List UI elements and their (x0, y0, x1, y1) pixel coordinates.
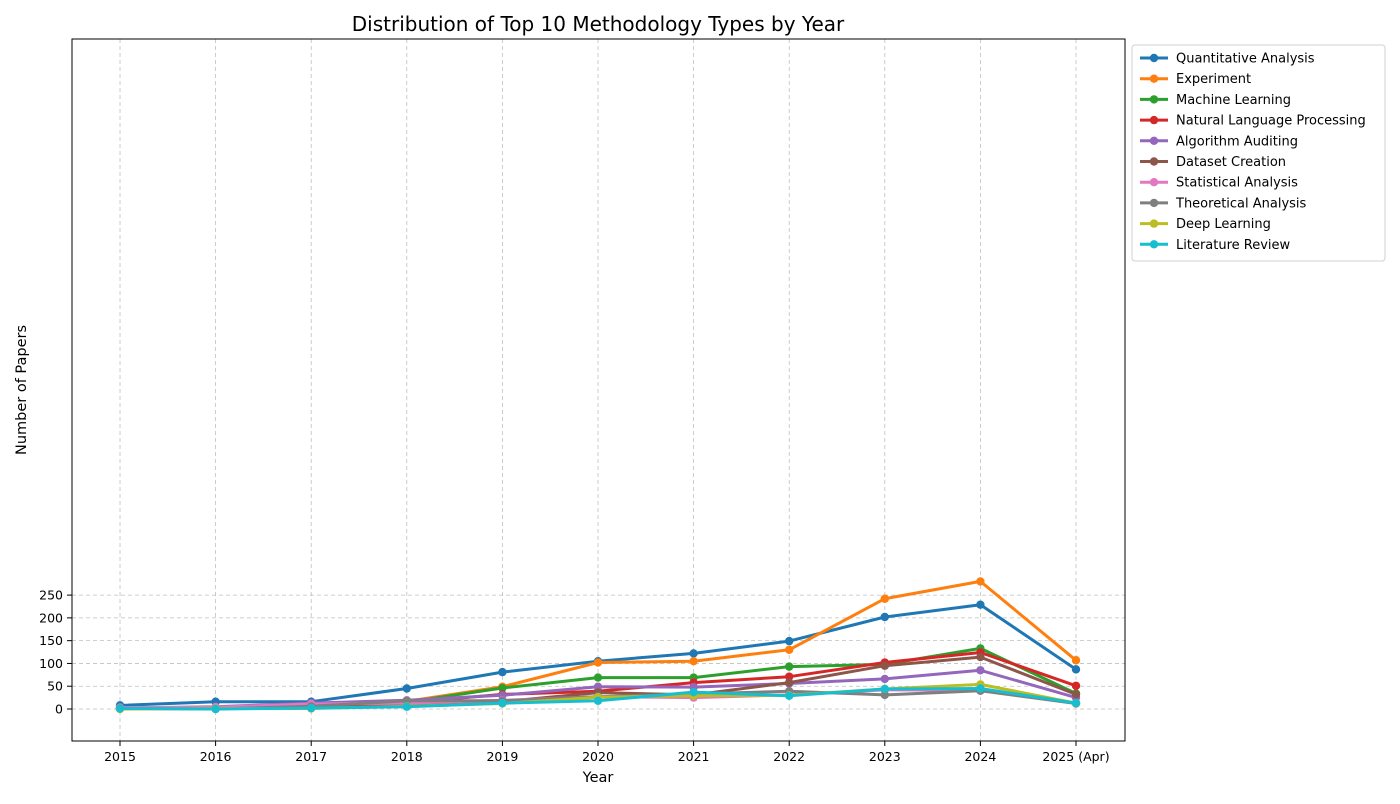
legend-swatch-marker (1149, 115, 1159, 125)
legend-label: Theoretical Analysis (1175, 196, 1307, 211)
data-point (1071, 665, 1081, 674)
legend-swatch-marker (1149, 95, 1159, 104)
data-point (976, 577, 985, 586)
data-point (880, 594, 889, 603)
y-axis: 0 50 100 150 200 250 (39, 588, 72, 717)
x-tick-label: 2021 (678, 749, 710, 764)
data-point (1071, 656, 1081, 665)
data-point (976, 600, 985, 609)
data-point (785, 672, 794, 681)
data-point (880, 690, 889, 700)
legend-swatch-marker (1149, 178, 1159, 187)
y-tick-label: 100 (39, 656, 63, 671)
plot-frame (71, 38, 1126, 742)
x-tick-label: 2018 (391, 749, 423, 764)
legend-label: Literature Review (1176, 238, 1291, 253)
data-point (1071, 698, 1081, 708)
x-tick-label: 2019 (486, 749, 518, 764)
data-point (402, 684, 411, 693)
legend-label: Natural Language Processing (1176, 114, 1366, 129)
legend-item: Quantitative Analysis (1140, 52, 1315, 67)
y-tick-label: 0 (55, 702, 63, 717)
x-tick-label: 2022 (773, 749, 805, 764)
legend-swatch-marker (1149, 74, 1159, 83)
data-point (498, 683, 507, 693)
legend-item: Literature Review (1140, 238, 1291, 253)
chart-title: Distribution of Top 10 Methodology Types… (352, 12, 845, 36)
x-tick-label: 2017 (295, 749, 327, 764)
data-point (976, 652, 985, 662)
grid (72, 39, 1125, 741)
legend-item: Natural Language Processing (1140, 114, 1366, 129)
y-tick-label: 250 (39, 588, 63, 603)
data-point (307, 703, 316, 713)
series-literature-review (115, 684, 1081, 714)
legend-label: Deep Learning (1176, 217, 1271, 232)
data-point (785, 662, 794, 671)
y-axis-label: Number of Papers (14, 325, 30, 455)
data-point (880, 661, 889, 670)
legend-label: Dataset Creation (1176, 155, 1286, 170)
legend-swatch-marker (1149, 219, 1159, 228)
data-point (593, 696, 603, 705)
y-tick-label: 150 (39, 633, 63, 648)
data-point (115, 704, 125, 713)
legend-label: Algorithm Auditing (1176, 134, 1298, 149)
legend-label: Statistical Analysis (1176, 176, 1298, 191)
data-point (1071, 690, 1081, 699)
x-axis: 2015 2016 2017 2018 2019 2020 2021 2022 2023 2024… (104, 741, 1110, 764)
data-point (976, 666, 985, 675)
x-tick-label: 2024 (964, 749, 996, 764)
data-point (785, 691, 794, 700)
legend-item: Theoretical Analysis (1140, 196, 1307, 211)
legend-swatch-marker (1149, 53, 1159, 63)
data-point (785, 645, 794, 654)
data-point (593, 658, 603, 667)
data-point (689, 656, 698, 666)
data-point (785, 678, 794, 687)
legend-swatch-marker (1149, 136, 1159, 145)
data-point (785, 636, 794, 646)
legend-item: Algorithm Auditing (1140, 134, 1298, 149)
data-point (880, 684, 889, 694)
data-point (498, 698, 507, 708)
legend-label: Machine Learning (1176, 93, 1291, 108)
x-tick-label: 2025 (Apr) (1042, 749, 1109, 764)
data-point (498, 667, 507, 677)
data-point (211, 704, 220, 714)
legend-swatch-marker (1149, 198, 1159, 208)
legend-item: Dataset Creation (1140, 155, 1286, 170)
series-layer (115, 577, 1081, 714)
data-point (593, 673, 603, 682)
x-tick-label: 2015 (104, 749, 136, 764)
legend-swatch-marker (1149, 240, 1159, 249)
y-tick-label: 50 (47, 679, 63, 694)
x-axis-label: Year (582, 770, 614, 786)
data-point (880, 612, 889, 622)
data-point (593, 682, 603, 691)
legend-item: Statistical Analysis (1140, 176, 1298, 191)
data-point (880, 674, 889, 684)
x-tick-label: 2016 (200, 749, 232, 764)
data-point (689, 687, 698, 697)
legend-swatch-marker (1149, 157, 1159, 166)
legend: Quantitative Analysis Experiment Machine L… (1131, 44, 1386, 262)
data-point (689, 649, 698, 658)
x-tick-label: 2023 (869, 749, 901, 764)
data-point (1071, 681, 1081, 690)
legend-label: Experiment (1176, 72, 1251, 87)
x-tick-label: 2020 (582, 749, 614, 764)
legend-item: Machine Learning (1140, 93, 1291, 108)
data-point (976, 684, 985, 693)
legend-box (1131, 44, 1386, 262)
data-point (402, 702, 411, 711)
y-tick-label: 200 (39, 610, 63, 625)
legend-label: Quantitative Analysis (1176, 52, 1315, 67)
legend-item: Deep Learning (1140, 217, 1271, 232)
legend-item: Experiment (1140, 72, 1251, 87)
